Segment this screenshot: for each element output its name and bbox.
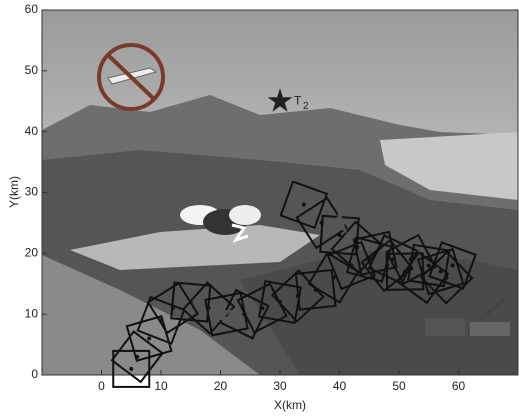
y-tick-label: 10 [25,306,39,320]
x-tick-label: 60 [452,379,466,393]
track-point [147,337,151,341]
track-point [129,367,133,371]
y-axis-label: Y(km) [7,176,21,208]
y-tick-label: 40 [25,124,39,138]
x-tick-label: 30 [273,379,287,393]
x-tick-label: 10 [154,379,168,393]
track-point [439,270,443,274]
x-tick-label: 40 [333,379,347,393]
y-tick-label: 50 [25,63,39,77]
target-label: T [294,93,302,107]
x-tick-label: 20 [214,379,228,393]
y-tick-label: 0 [31,367,38,381]
y-tick-label: 60 [25,2,39,16]
y-tick-label: 20 [25,246,39,260]
x-axis-label: X(km) [274,398,306,412]
track-point [302,203,306,207]
track-point [451,264,455,268]
track-point [332,276,336,280]
x-tick-label: 50 [392,379,406,393]
chart: X(km) Y(km) 0 10 20 30 40 50 60 0 10 20 30 40 50 60 T2 [0,0,519,416]
track-point [427,264,431,268]
track-point [445,276,449,280]
target-label-sub: 2 [303,101,309,112]
track-point [338,233,342,237]
y-tick-label: 30 [25,185,39,199]
x-tick-label: 0 [98,379,105,393]
